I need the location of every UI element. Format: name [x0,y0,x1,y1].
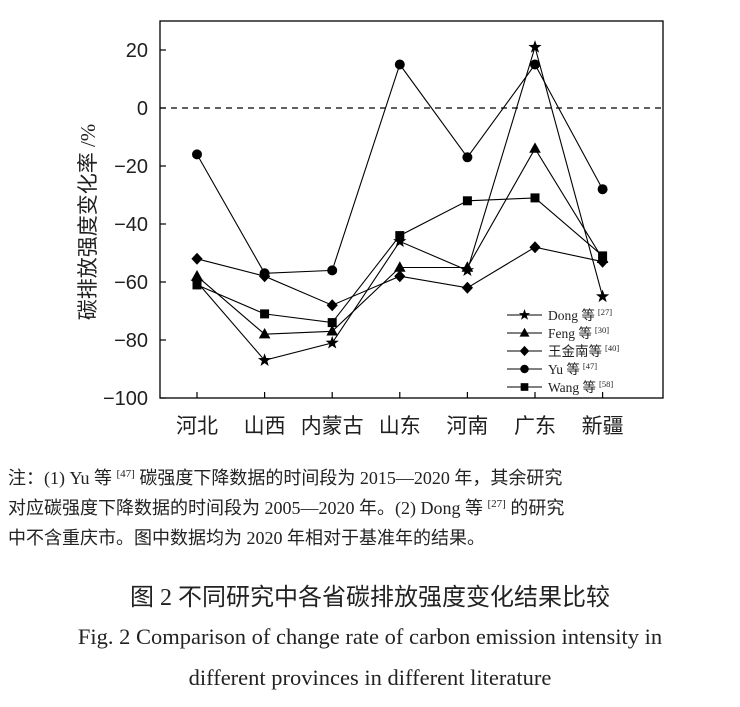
data-point-feng [394,261,406,272]
figure-caption-en: Fig. 2 Comparison of change rate of carb… [77,624,663,649]
legend-label: Wang 等 [58] [548,379,613,395]
data-point-wang [192,280,202,290]
note-citation: [27] [487,498,506,510]
y-tick-label: 20 [126,40,148,62]
figure-caption-en-continued: different provinces in different literat… [188,665,552,690]
x-tick-label: 山西 [244,414,286,438]
y-tick-label: −80 [114,330,148,352]
data-point-feng [529,142,541,153]
legend-series-name: Feng 等 [548,325,592,341]
figure-note: 注：(1) Yu 等 [47] 碳强度下降数据的时间段为 2015—2020 年… [8,463,734,553]
legend-entry: Feng 等 [30] [507,325,609,341]
data-point-yu [530,59,540,70]
x-tick-label: 内蒙古 [301,414,364,438]
legend-entry: Dong 等 [27] [507,307,612,323]
data-point-wang [395,231,405,241]
legend-marker-wang-jinnan [519,345,530,357]
data-point-wang [598,251,608,261]
data-point-feng [461,261,474,272]
legend-reference: [58] [599,379,613,389]
legend-entry: 王金南等 [40] [507,343,619,359]
data-point-yu [597,184,608,195]
series-wang-jinnan [191,241,609,312]
data-point-feng [326,325,338,336]
series-wang [192,193,608,328]
legend-label: Dong 等 [27] [548,307,612,323]
data-point-feng [258,328,271,339]
y-tick-label: 0 [137,98,148,120]
legend-label: Yu 等 [47] [548,361,597,377]
y-tick-label: −40 [114,214,148,236]
data-point-feng [191,270,203,281]
data-point-dong [393,234,407,248]
legend-marker-feng [519,327,530,337]
figure-caption-zh: 图 2 不同研究中各省碳排放强度变化结果比较 [130,585,610,611]
data-point-wang [327,318,337,328]
y-tick-label: −60 [114,272,148,294]
data-point-yu [394,59,405,70]
data-point-wang [462,196,472,206]
x-tick-label: 广东 [514,414,556,438]
data-point-dong [325,335,339,349]
x-tick-label: 河北 [176,414,218,438]
note-text: 的研究 [505,498,565,518]
legend-label: 王金南等 [40] [548,343,619,359]
legend-marker-dong [518,309,531,320]
data-point-wang-jinnan [529,241,541,254]
data-point-wang-jinnan [394,270,406,283]
data-point-dong [257,353,272,366]
x-tick-label: 新疆 [582,414,624,438]
data-point-wang-jinnan [326,299,338,312]
x-tick-label: 河南 [446,414,488,438]
data-point-wang [260,309,270,319]
series-yu [192,59,608,279]
series-line-wang [196,197,603,324]
legend-reference: [27] [598,307,612,317]
y-tick-label: −100 [103,388,148,410]
note-citation: [47] [116,468,135,480]
legend-entry: Wang 等 [58] [507,379,613,395]
x-tick-label: 山东 [379,414,421,438]
data-point-wang [530,193,540,203]
legend-entry: Yu 等 [47] [507,361,597,377]
legend-series-name: 王金南等 [548,343,602,359]
note-line-2: 对应碳强度下降数据的时间段为 2005—2020 年。(2) Dong 等 [2… [8,493,734,523]
legend-marker-wang [520,383,529,391]
legend-marker-yu [520,364,529,374]
line-chart: 20 0 −20 −40 −60 −80 −100 河北 山西 内蒙古 山东 河南 广东 新疆 碳排放强度变… [76,20,664,438]
note-text: 对应碳强度下降数据的时间段为 2005—2020 年。(2) Dong 等 [8,498,488,518]
data-point-dong [595,289,610,303]
legend-reference: [30] [595,325,609,335]
data-point-wang-jinnan [191,252,203,265]
data-point-dong [528,40,542,53]
legend-label: Feng 等 [30] [548,325,609,341]
data-point-yu [259,268,270,279]
legend-reference: [47] [583,361,597,371]
note-text: 碳强度下降数据的时间段为 2015—2020 年，其余研究 [134,468,563,488]
data-point-yu [192,149,202,160]
legend-series-name: Yu 等 [548,361,580,377]
legend: Dong 等 [27] Feng 等 [30] 王金南等 [40] Yu 等 [47] Wang… [507,307,619,395]
legend-series-name: Wang 等 [548,379,596,395]
legend-series-name: Dong 等 [548,307,595,323]
note-text: 注：(1) Yu 等 [8,468,117,488]
data-point-yu [327,265,338,276]
plot-frame [159,20,664,399]
legend-reference: [40] [605,343,619,353]
data-point-wang-jinnan [461,281,473,294]
note-line-3: 中不含重庆市。图中数据均为 2020 年相对于基准年的结果。 [8,528,485,548]
data-point-yu [462,152,473,163]
y-axis-label: 碳排放强度变化率 /% [76,124,100,321]
note-line-1: 注：(1) Yu 等 [47] 碳强度下降数据的时间段为 2015—2020 年… [8,463,734,493]
series-dong [190,40,610,366]
y-tick-label: −20 [114,156,148,178]
